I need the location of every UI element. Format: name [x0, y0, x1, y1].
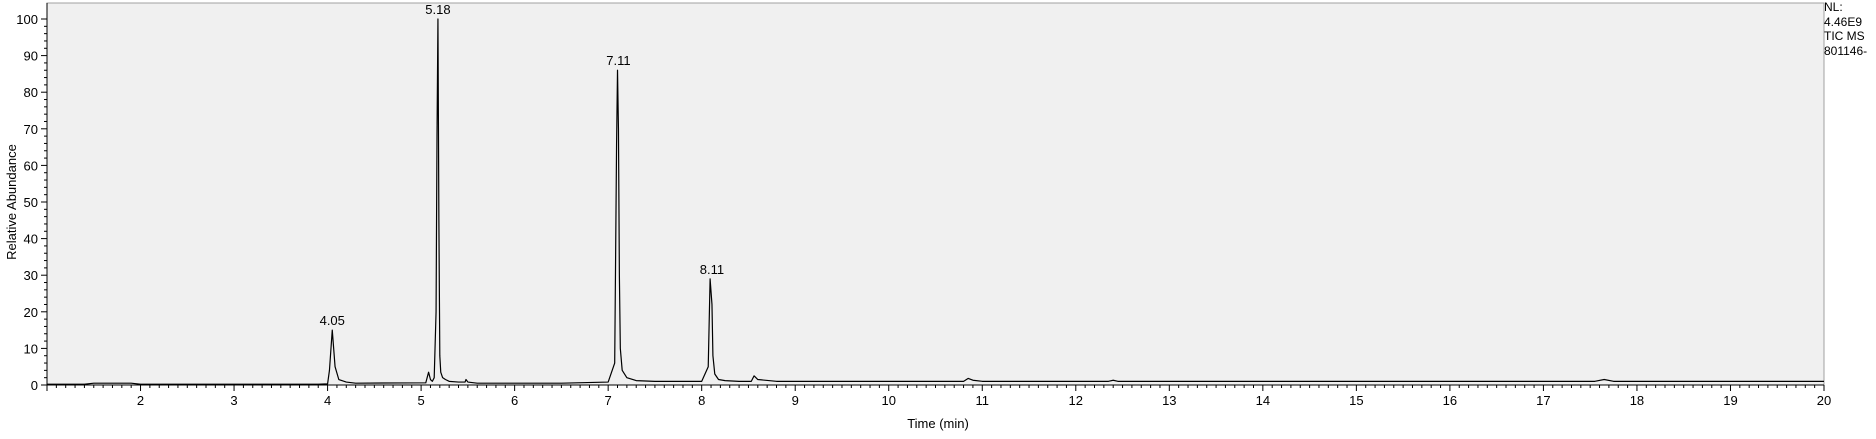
peak-label: 8.11	[700, 262, 724, 277]
trace-layer	[47, 18, 1824, 385]
x-tick-label: 11	[976, 393, 990, 408]
x-tick-label: 8	[698, 393, 705, 408]
x-tick-label: 12	[1069, 393, 1083, 408]
normalization-info: NL: 4.46E9 TIC MS 801146-	[1824, 0, 1876, 58]
axis-ticks: 2 3 4 5 6 7 8 9 10 11 12 13 14 15 16 17 18 19 20 0 10 20 30 40 5…	[16, 12, 1831, 408]
scan-filter: TIC MS	[1824, 29, 1865, 43]
x-axis-label: Time (min)	[907, 416, 969, 431]
y-tick-label: 70	[24, 122, 38, 137]
x-tick-label: 7	[605, 393, 612, 408]
x-tick-label: 13	[1162, 393, 1176, 408]
nl-value: 4.46E9	[1824, 14, 1863, 29]
x-tick-label: 18	[1630, 393, 1644, 408]
y-tick-label: 20	[24, 305, 38, 320]
y-tick-label: 10	[24, 341, 38, 356]
y-tick-label: 80	[24, 85, 38, 100]
y-tick-label: 30	[24, 268, 38, 283]
y-axis-label: Relative Abundance	[4, 144, 19, 260]
x-tick-label: 15	[1349, 393, 1363, 408]
y-tick-label: 100	[16, 12, 38, 27]
peak-labels: 4.05 5.18 7.11 8.11	[320, 2, 725, 328]
nl-label: NL:	[1824, 0, 1843, 14]
y-tick-label: 50	[24, 195, 38, 210]
y-tick-label: 40	[24, 232, 38, 247]
y-tick-label: 60	[24, 158, 38, 173]
x-tick-label: 10	[882, 393, 896, 408]
tic-trace	[47, 18, 1824, 385]
file-name: 801146-	[1824, 43, 1868, 58]
x-tick-label: 2	[137, 393, 144, 408]
y-tick-label: 90	[24, 49, 38, 64]
x-tick-label: 6	[511, 393, 518, 408]
x-tick-label: 16	[1443, 393, 1457, 408]
y-tick-label: 0	[31, 378, 38, 393]
x-tick-label: 4	[324, 393, 331, 408]
x-tick-label: 5	[417, 393, 424, 408]
x-tick-label: 19	[1723, 393, 1737, 408]
x-tick-label: 17	[1536, 393, 1550, 408]
plot-background	[46, 2, 1825, 386]
peak-label: 7.11	[606, 53, 630, 68]
x-tick-label: 20	[1817, 393, 1831, 408]
peak-label: 4.05	[320, 313, 345, 328]
x-tick-label: 14	[1256, 393, 1270, 408]
peak-label: 5.18	[425, 2, 450, 17]
x-tick-label: 3	[230, 393, 237, 408]
x-tick-label: 9	[792, 393, 799, 408]
